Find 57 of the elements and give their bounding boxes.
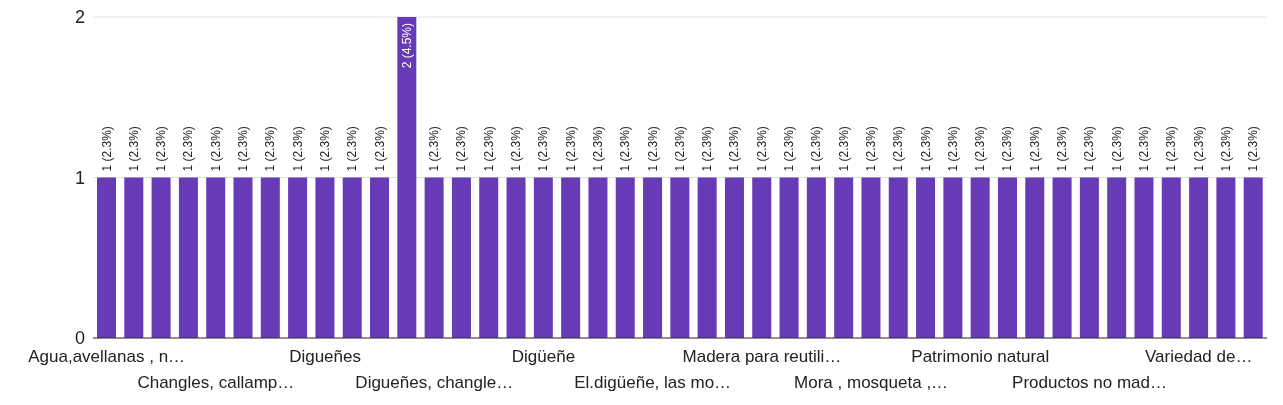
- data-label: 1 (2.3%): [126, 126, 141, 172]
- data-label: 1 (2.3%): [727, 126, 742, 172]
- x-tick-label: Madera para reutili…: [682, 347, 842, 366]
- data-label: 1 (2.3%): [973, 126, 988, 172]
- x-tick-label: El.digüeñe, las mo…: [574, 373, 732, 392]
- data-label: 1 (2.3%): [454, 126, 469, 172]
- data-label: 1 (2.3%): [836, 126, 851, 172]
- data-label: 1 (2.3%): [672, 126, 687, 172]
- x-tick-label: Patrimonio natural: [911, 347, 1050, 366]
- x-tick-label: Variedad de…: [1145, 347, 1253, 366]
- x-tick-label: Mora , mosqueta ,…: [794, 373, 949, 392]
- data-label: 1 (2.3%): [99, 126, 114, 172]
- data-label: 1 (2.3%): [509, 126, 524, 172]
- data-label: 2 (4.5%): [399, 23, 414, 69]
- data-label: 1 (2.3%): [645, 126, 660, 172]
- data-label: 1 (2.3%): [1027, 126, 1042, 172]
- y-tick-label: 2: [74, 7, 85, 28]
- data-label: 1 (2.3%): [754, 126, 769, 172]
- data-label: 1 (2.3%): [317, 126, 332, 172]
- data-label: 1 (2.3%): [372, 126, 387, 172]
- x-tick-label: Digueñes: [289, 347, 361, 366]
- data-label: 1 (2.3%): [208, 126, 223, 172]
- data-label: 1 (2.3%): [1136, 126, 1151, 172]
- data-label: 1 (2.3%): [536, 126, 551, 172]
- data-label: 1 (2.3%): [1191, 126, 1206, 172]
- data-label: 1 (2.3%): [290, 126, 305, 172]
- data-label: 1 (2.3%): [236, 126, 251, 172]
- x-tick-label: Agua,avellanas , n…: [28, 347, 186, 366]
- x-tick-label: Productos no mad…: [1012, 373, 1168, 392]
- data-label: 1 (2.3%): [481, 126, 496, 172]
- data-label: 1 (2.3%): [863, 126, 878, 172]
- data-label: 1 (2.3%): [345, 126, 360, 172]
- data-label: 1 (2.3%): [1082, 126, 1097, 172]
- data-label: 1 (2.3%): [700, 126, 715, 172]
- x-tick-label: Digüeñe: [511, 347, 576, 366]
- data-label: 1 (2.3%): [809, 126, 824, 172]
- y-tick-label: 0: [74, 328, 85, 349]
- x-tick-label: Changles, callamp…: [137, 373, 295, 392]
- y-tick-label: 1: [74, 167, 85, 188]
- data-label: 1 (2.3%): [1218, 126, 1233, 172]
- data-label: 1 (2.3%): [782, 126, 797, 172]
- data-label: 1 (2.3%): [918, 126, 933, 172]
- data-label: 1 (2.3%): [1246, 126, 1261, 172]
- data-label: 1 (2.3%): [154, 126, 169, 172]
- data-label: 1 (2.3%): [891, 126, 906, 172]
- data-label: 1 (2.3%): [427, 126, 442, 172]
- data-label: 1 (2.3%): [1055, 126, 1070, 172]
- data-label: 1 (2.3%): [590, 126, 605, 172]
- data-label: 1 (2.3%): [618, 126, 633, 172]
- data-label: 1 (2.3%): [263, 126, 278, 172]
- x-tick-label: Digueñes, changle…: [355, 373, 514, 392]
- data-label: 1 (2.3%): [945, 126, 960, 172]
- data-label: 1 (2.3%): [1000, 126, 1015, 172]
- data-label: 1 (2.3%): [563, 126, 578, 172]
- data-label: 1 (2.3%): [1164, 126, 1179, 172]
- data-label: 1 (2.3%): [181, 126, 196, 172]
- data-label: 1 (2.3%): [1109, 126, 1124, 172]
